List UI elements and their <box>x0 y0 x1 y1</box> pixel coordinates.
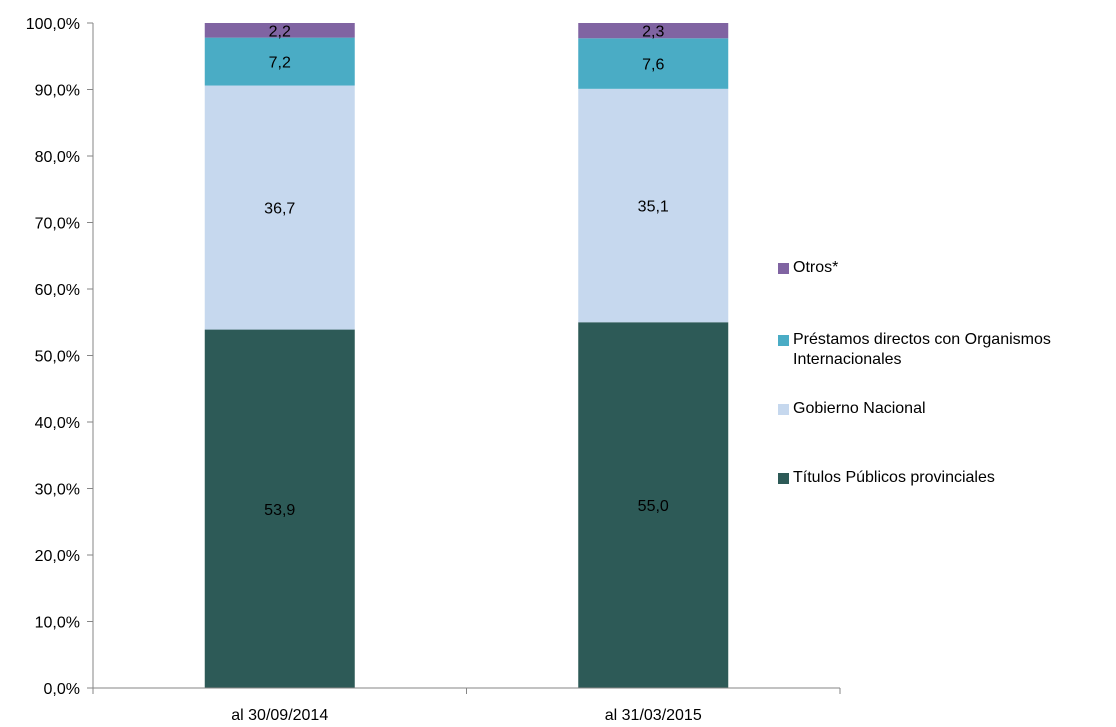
bar-segment-4-cat-2 <box>578 23 729 39</box>
x-tick-label-2: al 31/03/2015 <box>605 707 702 724</box>
y-tick-label-5: 50,0% <box>35 349 80 366</box>
y-tick-label-8: 80,0% <box>35 149 80 166</box>
legend-item-prestamos: Préstamos directos con Organismos Intern… <box>778 330 1113 370</box>
legend-item-gobierno-nacional: Gobierno Nacional <box>778 399 1113 419</box>
legend-label-otros: Otros* <box>793 259 839 276</box>
legend-label-titulos: Títulos Públicos provinciales <box>793 469 995 486</box>
bars-layer <box>204 23 729 688</box>
bar-segment-1-cat-2 <box>578 322 729 688</box>
bar-segment-2-cat-2 <box>578 88 729 323</box>
y-tick-label-7: 70,0% <box>35 216 80 233</box>
y-tick-label-3: 30,0% <box>35 482 80 499</box>
data-label-1-cat-1: 53,9 <box>264 502 295 519</box>
y-tick-label-1: 10,0% <box>35 615 80 632</box>
data-label-2-cat-1: 36,7 <box>264 201 295 218</box>
bar-segment-1-cat-1 <box>204 329 355 688</box>
data-label-4-cat-1: 2,2 <box>269 23 291 40</box>
bar-segment-3-cat-1 <box>204 37 355 86</box>
y-tick-label-0: 0,0% <box>44 681 80 698</box>
y-tick-label-10: 100,0% <box>26 16 80 33</box>
bar-segment-4-cat-1 <box>204 23 355 38</box>
legend-swatch-prestamos <box>778 335 789 346</box>
data-label-3-cat-2: 7,6 <box>642 57 664 74</box>
y-tick-label-2: 20,0% <box>35 548 80 565</box>
legend-label-gobierno-nacional: Gobierno Nacional <box>793 400 926 417</box>
data-label-2-cat-2: 35,1 <box>638 199 669 216</box>
legend-label-prestamos: Préstamos directos con Organismos Intern… <box>793 331 1051 368</box>
axes-layer: 0,0% 10,0% 20,0% 30,0% 40,0% 50,0% 60,0% 70,0% 8… <box>26 16 841 724</box>
bar-segment-3-cat-2 <box>578 38 729 89</box>
data-label-3-cat-1: 7,2 <box>269 55 291 72</box>
y-tick-label-4: 40,0% <box>35 415 80 432</box>
x-tick-label-1: al 30/09/2014 <box>231 707 328 724</box>
y-tick-label-6: 60,0% <box>35 282 80 299</box>
data-label-1-cat-2: 55,0 <box>638 498 669 515</box>
y-tick-label-9: 90,0% <box>35 83 80 100</box>
bar-segment-2-cat-1 <box>204 85 355 330</box>
legend-item-titulos: Títulos Públicos provinciales <box>778 468 1113 488</box>
legend-swatch-gobierno-nacional <box>778 404 789 415</box>
legend-item-otros: Otros* <box>778 258 1113 278</box>
data-labels-layer: 53,9 36,7 7,2 2,2 55,0 35,1 7,6 2,3 <box>264 23 669 518</box>
data-label-4-cat-2: 2,3 <box>642 24 664 41</box>
legend-swatch-otros <box>778 263 789 274</box>
legend-swatch-titulos <box>778 473 789 484</box>
